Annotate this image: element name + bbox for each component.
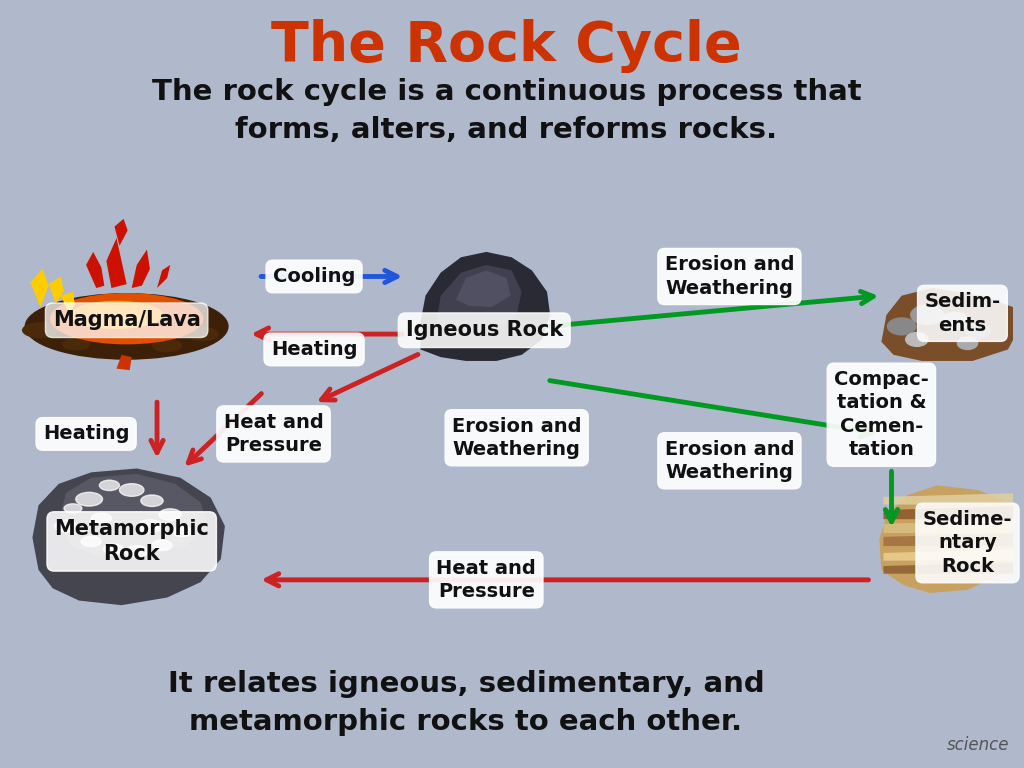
Polygon shape — [86, 252, 104, 288]
Polygon shape — [435, 265, 522, 332]
Text: Metamorphic
Rock: Metamorphic Rock — [54, 519, 209, 564]
Text: Magma/Lava: Magma/Lava — [52, 310, 201, 330]
Ellipse shape — [99, 480, 120, 491]
Text: Cooling: Cooling — [272, 267, 355, 286]
Ellipse shape — [940, 313, 969, 329]
Text: Erosion and
Weathering: Erosion and Weathering — [665, 255, 795, 298]
Polygon shape — [456, 270, 511, 307]
Ellipse shape — [910, 305, 943, 325]
Text: Igneous Rock: Igneous Rock — [406, 320, 563, 340]
Polygon shape — [882, 288, 1018, 361]
Text: Compac-
tation &
Cemen-
tation: Compac- tation & Cemen- tation — [834, 370, 929, 459]
Polygon shape — [157, 265, 170, 288]
Ellipse shape — [153, 339, 181, 352]
Text: Heat and
Pressure: Heat and Pressure — [223, 412, 324, 455]
Ellipse shape — [957, 337, 978, 349]
Ellipse shape — [120, 484, 144, 496]
Text: Heat and
Pressure: Heat and Pressure — [436, 558, 537, 601]
Text: Sedim-
ents: Sedim- ents — [925, 292, 1000, 335]
Text: Erosion and
Weathering: Erosion and Weathering — [665, 439, 795, 482]
Polygon shape — [884, 506, 1021, 519]
Ellipse shape — [65, 504, 82, 513]
Ellipse shape — [187, 328, 218, 340]
Polygon shape — [60, 292, 75, 313]
Ellipse shape — [76, 492, 102, 506]
Polygon shape — [884, 562, 1021, 574]
Ellipse shape — [91, 513, 112, 524]
Ellipse shape — [159, 509, 181, 521]
Ellipse shape — [23, 323, 58, 338]
Polygon shape — [31, 269, 48, 307]
Polygon shape — [33, 468, 225, 605]
Ellipse shape — [103, 544, 124, 554]
Polygon shape — [884, 520, 1021, 533]
Polygon shape — [115, 219, 128, 246]
Polygon shape — [421, 252, 550, 361]
Polygon shape — [884, 533, 1021, 546]
Text: Heating: Heating — [270, 340, 357, 359]
Ellipse shape — [152, 540, 172, 551]
Polygon shape — [48, 276, 63, 303]
Text: It relates igneous, sedimentary, and
metamorphic rocks to each other.: It relates igneous, sedimentary, and met… — [168, 670, 764, 736]
Ellipse shape — [172, 526, 193, 537]
Ellipse shape — [71, 302, 162, 329]
Text: Erosion and
Weathering: Erosion and Weathering — [452, 416, 582, 459]
Polygon shape — [884, 549, 1021, 561]
Text: The Rock Cycle: The Rock Cycle — [271, 19, 741, 73]
Ellipse shape — [888, 318, 915, 335]
Text: Heating: Heating — [43, 425, 129, 443]
Text: science: science — [947, 736, 1010, 754]
Polygon shape — [132, 250, 150, 288]
Text: Sedime-
ntary
Rock: Sedime- ntary Rock — [923, 510, 1013, 576]
Ellipse shape — [137, 520, 162, 532]
Ellipse shape — [126, 546, 147, 558]
Ellipse shape — [26, 294, 228, 359]
Ellipse shape — [50, 294, 203, 344]
Ellipse shape — [62, 339, 89, 349]
Polygon shape — [58, 474, 208, 557]
Ellipse shape — [965, 323, 990, 338]
Polygon shape — [880, 485, 1023, 593]
Ellipse shape — [81, 536, 101, 547]
Polygon shape — [117, 355, 132, 370]
Polygon shape — [884, 493, 1021, 505]
Ellipse shape — [54, 521, 77, 531]
Ellipse shape — [141, 495, 163, 507]
Polygon shape — [106, 238, 127, 288]
Ellipse shape — [905, 333, 928, 346]
Text: The rock cycle is a continuous process that
forms, alters, and reforms rocks.: The rock cycle is a continuous process t… — [152, 78, 861, 144]
